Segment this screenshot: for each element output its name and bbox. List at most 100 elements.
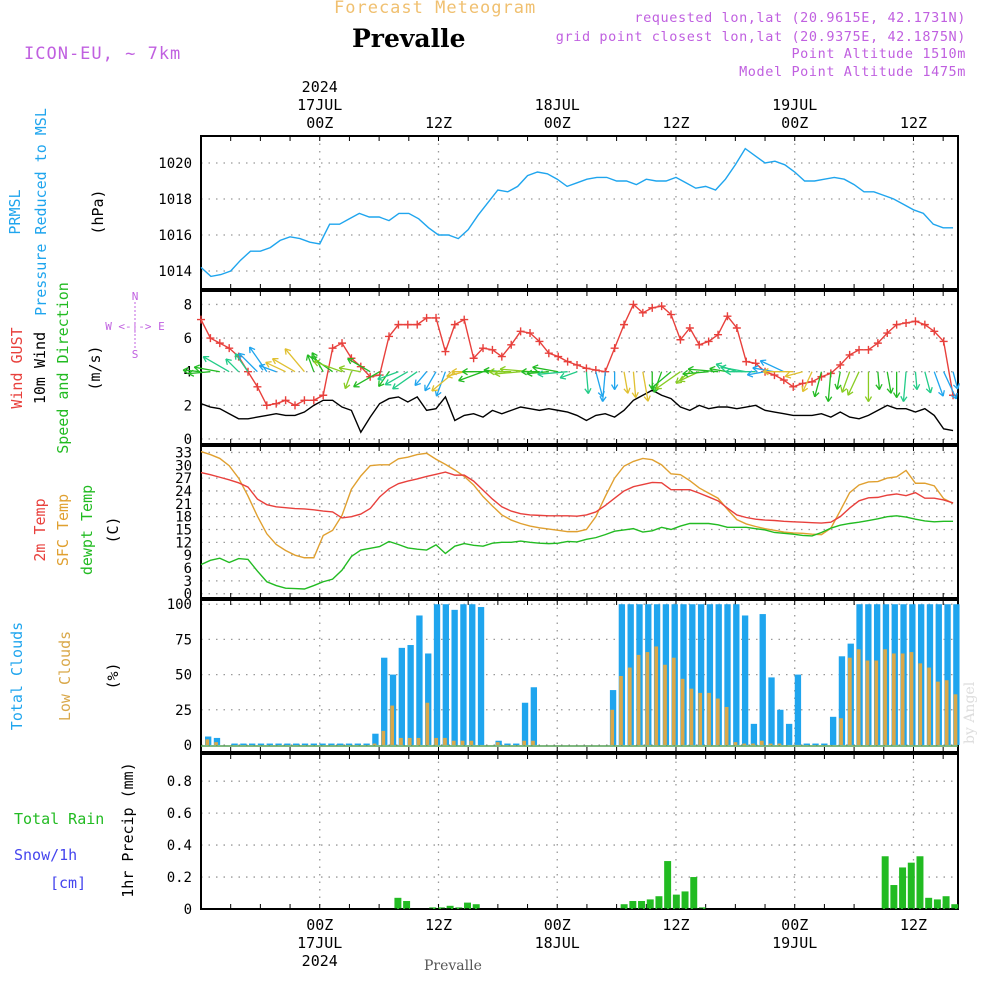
total-cloud-bar [407,645,414,745]
wind-arrow-head [825,395,833,402]
total-cloud-bar [328,743,335,746]
panel1-label-prmsl: PRMSL [6,189,24,234]
panel5-label-cm: [cm] [50,874,86,892]
wind-direction-arrow [827,371,832,402]
panel-frame [200,135,959,290]
y-tick-label: 27 [175,471,192,487]
low-cloud-bar [759,740,764,745]
wind-arrow-head [900,395,908,402]
wind-arrow-head [584,387,592,395]
rain-bar [907,862,915,909]
wind-arrow-head [709,365,716,374]
gust-marker [385,332,394,341]
low-cloud-bar [531,740,535,745]
rain-bar [638,901,646,909]
rain-bar [464,902,471,909]
wind-direction-arrow [378,371,390,387]
wind-arrow-head [462,368,468,376]
low-cloud-bar [892,653,896,745]
total-cloud-bar [477,607,485,745]
panel3-label-dewpt: dewpt Temp [78,485,96,575]
wind-arrow-head [886,387,894,394]
wind-direction-arrow [914,371,918,390]
wind-arrow-head [912,383,921,391]
total-cloud-bar [275,743,282,746]
rain-bar [446,905,454,909]
wind-direction-arrow [414,371,428,386]
low-cloud-bar [372,743,377,746]
wind-direction-arrow [595,371,604,397]
total-cloud-bar [284,743,291,746]
wind-direction-arrow [225,358,240,373]
wind-arrow-head [521,368,527,376]
low-cloud-bar [636,654,641,745]
gust-marker [695,340,704,349]
low-cloud-bar [645,652,650,745]
wind-direction-arrow [802,371,813,392]
rain-bar [881,856,889,909]
total-cloud-bar [715,604,722,745]
wind-arrow-head [384,379,392,386]
total-cloud-bar [213,737,221,745]
wind-direction-arrow [259,364,277,373]
low-cloud-bar [724,706,729,745]
low-cloud-bar [522,740,527,745]
gust-marker [883,329,892,338]
wind-arrow-head [310,356,318,363]
low-cloud-bar [927,667,931,745]
compass-n: N [132,290,139,303]
wind-direction-arrow [650,371,672,389]
panel-frame [200,445,959,599]
panel-frame [200,290,959,445]
wind-direction-arrow [785,371,803,377]
y-tick-label: 1020 [158,156,192,172]
top-time-label: 18JUL [535,96,580,114]
total-cloud-bar [372,733,379,745]
top-time-label: 12Z [662,114,689,132]
panel3-label-sfc: SFC Temp [54,494,72,566]
wind-arrow-head [675,377,683,384]
bottom-time-label: 12Z [425,916,452,934]
wind-direction-arrow [655,371,681,390]
low-cloud-bar [610,709,615,745]
wind-arrow-head [182,366,189,375]
wind-direction-arrow [532,366,559,373]
low-cloud-bar [768,743,773,746]
wind-arrow-head [875,383,883,391]
low-cloud-bar [627,667,632,745]
gust-marker [911,317,920,326]
wind-arrow-head [715,362,723,370]
low-cloud-bar [936,681,940,745]
gust-marker [300,396,309,405]
wind-arrow-head [643,395,651,402]
total-cloud-bar [530,687,538,745]
compass-s: S [132,348,139,361]
total-cloud-bar [469,604,476,745]
wind-arrow-head [431,385,438,392]
gust-marker [441,347,450,356]
wind-direction-arrow [632,371,637,398]
total-cloud-bar [741,615,749,745]
wind-direction-arrow [924,371,932,394]
y-tick-label: 100 [167,597,192,613]
total-cloud-bar [521,702,529,745]
gust-marker [920,320,929,329]
low-cloud-bar [214,742,218,745]
wind-direction-arrow [886,371,892,394]
wind-direction-arrow [384,371,409,386]
gust-marker [554,352,563,361]
gust-marker [253,382,262,391]
gust-marker [272,399,281,408]
wind-direction-arrow [284,348,305,373]
wind-arrow-head [271,357,279,365]
total-cloud-bar [460,604,467,745]
low-cloud-bar [953,694,958,745]
low-cloud-bar [381,730,386,745]
gust-marker [939,337,948,346]
gust-marker [789,382,798,391]
gust-marker [319,391,328,400]
wind-arrow-head [655,383,662,390]
rain-bar [942,896,950,909]
location-title: Prevalle [352,24,466,53]
